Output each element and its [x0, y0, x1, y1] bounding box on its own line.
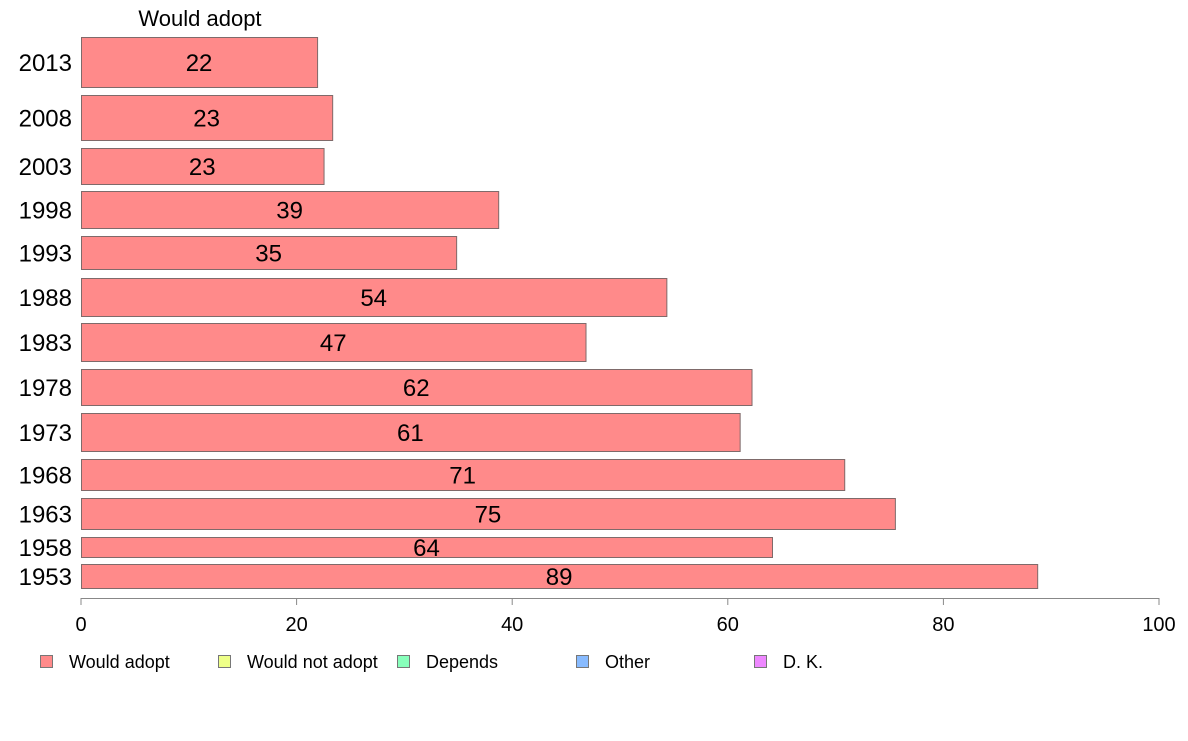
bar-1983 — [81, 323, 587, 362]
value-label-1993: 35 — [255, 241, 282, 268]
bar-2008 — [81, 95, 334, 141]
value-label-1998: 39 — [276, 198, 303, 225]
bar-1993 — [81, 236, 458, 270]
category-label-1978: 1978 — [19, 375, 72, 402]
category-label-1958: 1958 — [19, 535, 72, 562]
category-label-1963: 1963 — [19, 502, 72, 529]
x-tick-label-0: 0 — [75, 614, 86, 636]
legend-swatch-1 — [218, 655, 231, 668]
value-label-1953: 89 — [546, 564, 573, 591]
category-label-1968: 1968 — [19, 463, 72, 490]
bar-1973 — [81, 413, 741, 452]
category-label-1983: 1983 — [19, 330, 72, 357]
category-label-1953: 1953 — [19, 564, 72, 591]
legend-label-2: Depends — [426, 652, 498, 672]
legend-swatch-4 — [754, 655, 767, 668]
bar-1988 — [81, 278, 668, 317]
legend-label-1: Would not adopt — [247, 652, 378, 672]
value-label-2013: 22 — [186, 50, 213, 77]
legend: Would adopt Would not adopt Depends Other D.… — [40, 652, 823, 672]
category-label-1973: 1973 — [19, 420, 72, 447]
value-label-1973: 61 — [397, 420, 424, 447]
legend-swatch-2 — [397, 655, 410, 668]
bar-1953 — [81, 564, 1039, 589]
category-label-1993: 1993 — [19, 241, 72, 268]
category-label-2013: 2013 — [19, 50, 72, 77]
bars-layer — [81, 37, 1039, 589]
value-label-1988: 54 — [360, 285, 387, 312]
category-label-1988: 1988 — [19, 285, 72, 312]
value-labels-layer: 22 23 23 39 35 54 47 62 61 71 75 64 89 — [186, 50, 573, 591]
value-label-2003: 23 — [189, 154, 216, 181]
bar-2003 — [81, 148, 325, 185]
x-tick-label-60: 60 — [717, 614, 739, 636]
category-label-1998: 1998 — [19, 198, 72, 225]
x-tick-label-20: 20 — [285, 614, 307, 636]
bar-1978 — [81, 369, 753, 406]
value-label-1983: 47 — [320, 330, 347, 357]
value-label-1978: 62 — [403, 375, 430, 402]
value-label-2008: 23 — [193, 106, 220, 133]
x-axis: 0 20 40 60 80 100 — [75, 598, 1176, 636]
category-labels-layer: 2013 2008 2003 1998 1993 1988 1983 1978 1973 1968… — [19, 50, 72, 591]
bar-1998 — [81, 191, 500, 229]
legend-label-0: Would adopt — [69, 652, 170, 672]
bar-2013 — [81, 37, 319, 88]
legend-swatch-0 — [40, 655, 53, 668]
legend-swatch-3 — [576, 655, 589, 668]
category-label-2003: 2003 — [19, 154, 72, 181]
chart-title: Would adopt — [138, 6, 261, 31]
value-label-1968: 71 — [449, 463, 476, 490]
x-tick-label-40: 40 — [501, 614, 523, 636]
category-label-2008: 2008 — [19, 106, 72, 133]
bar-1963 — [81, 498, 896, 530]
x-tick-label-80: 80 — [932, 614, 954, 636]
x-tick-label-100: 100 — [1142, 614, 1175, 636]
legend-label-3: Other — [605, 652, 650, 672]
legend-label-4: D. K. — [783, 652, 823, 672]
bar-1958 — [81, 537, 773, 558]
bar-1968 — [81, 459, 846, 491]
value-label-1958: 64 — [413, 535, 440, 562]
value-label-1963: 75 — [475, 502, 502, 529]
